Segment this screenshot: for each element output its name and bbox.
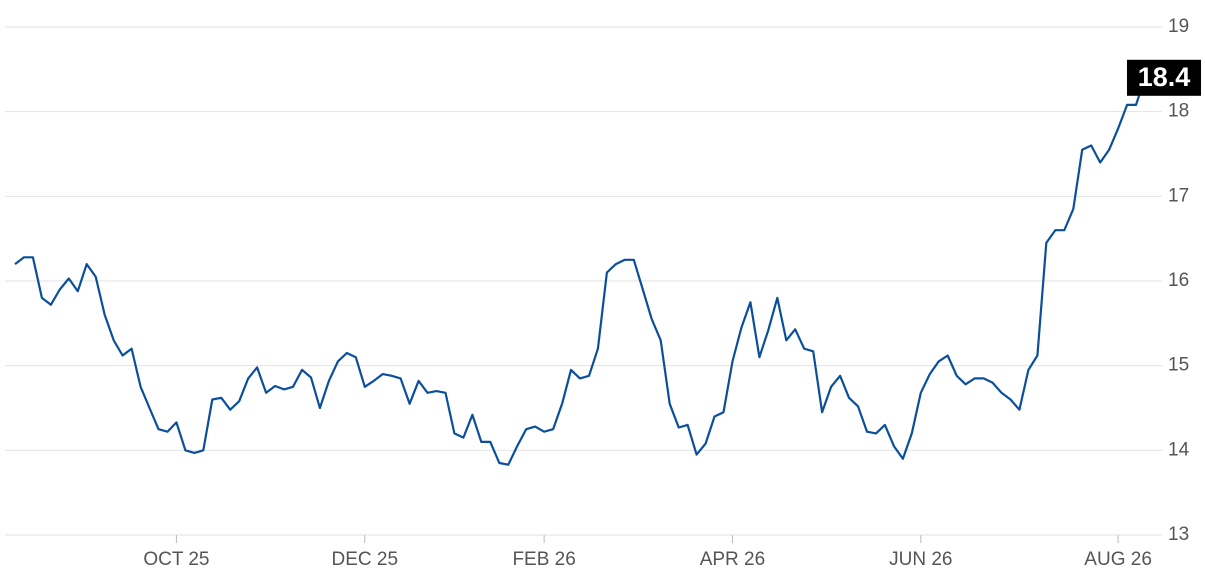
y-tick-label: 15	[1168, 355, 1189, 376]
x-tick-label: FEB 26	[512, 549, 575, 570]
x-tick-label: JUN 26	[889, 549, 952, 570]
y-tick-label: 17	[1168, 185, 1189, 206]
x-tick-label: DEC 25	[331, 549, 398, 570]
y-tick-label: 19	[1168, 16, 1189, 37]
y-tick-label: 18	[1168, 101, 1189, 122]
last-value-box	[1127, 59, 1201, 96]
line	[14, 77, 1147, 466]
last-value-label: 18.4	[1138, 62, 1191, 92]
y-tick-label: 16	[1168, 270, 1189, 291]
x-tick-label: APR 26	[700, 549, 765, 570]
y-tick-label: 13	[1168, 524, 1189, 545]
y-tick-label: 14	[1168, 439, 1190, 460]
x-tick-label: AUG 26	[1084, 549, 1152, 570]
x-tick-label: OCT 25	[143, 549, 209, 570]
